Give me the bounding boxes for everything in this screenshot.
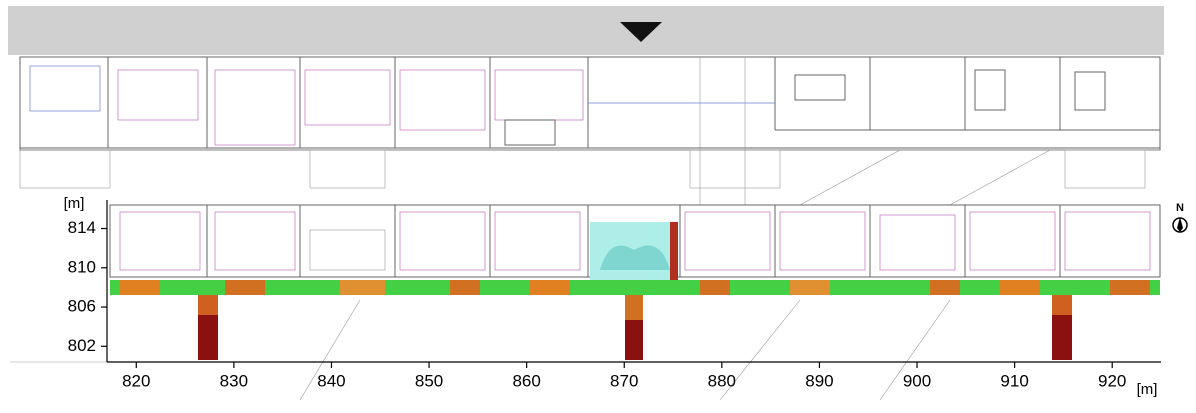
x-tick-label: 920	[1098, 371, 1126, 390]
north-symbol: N	[1173, 202, 1187, 232]
x-tick-label: 830	[220, 371, 248, 390]
x-tick-label: 870	[610, 371, 638, 390]
upper-wing	[20, 57, 1160, 150]
x-unit: [m]	[1137, 381, 1158, 398]
x-tick-label: 910	[1000, 371, 1028, 390]
corridor	[20, 57, 1160, 205]
x-tick-label: 820	[122, 371, 150, 390]
y-tick-label: 802	[68, 336, 96, 355]
x-tick-label: 860	[512, 371, 540, 390]
x-tick-label: 840	[317, 371, 345, 390]
x-tick-label: 900	[903, 371, 931, 390]
floor-plan: [m] [m] N 820 830 840 850 860 870 880 890 900 910…	[0, 0, 1196, 408]
header-band	[8, 6, 1164, 55]
lower-context	[10, 300, 1160, 400]
north-label: N	[1176, 202, 1184, 214]
y-tick-label: 806	[68, 297, 96, 316]
heat-map	[110, 222, 1160, 360]
x-tick-label: 890	[805, 371, 833, 390]
x-tick-label: 880	[708, 371, 736, 390]
y-tick-label: 810	[68, 257, 96, 276]
y-tick-label: 814	[68, 218, 96, 237]
x-tick-label: 850	[415, 371, 443, 390]
y-unit: [m]	[64, 195, 85, 212]
